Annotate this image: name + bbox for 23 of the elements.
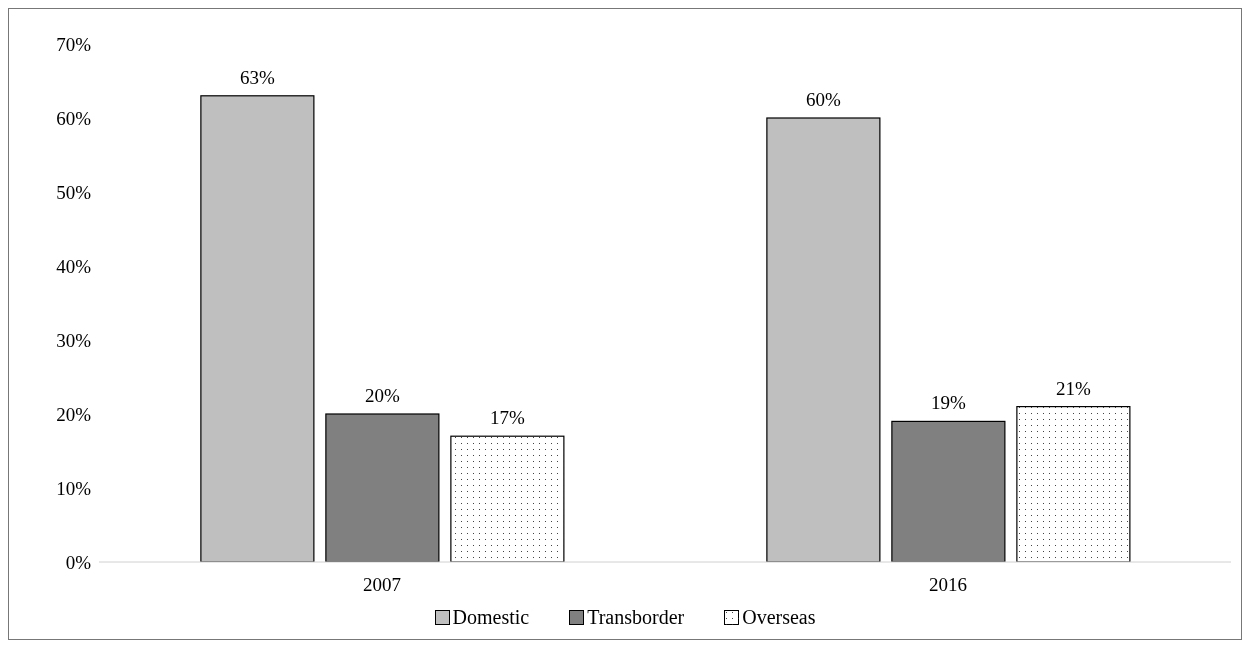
y-tick-label: 30% [56, 329, 92, 351]
data-label: 19% [930, 392, 966, 414]
y-tick-label: 10% [56, 477, 92, 499]
data-label: 20% [364, 385, 400, 406]
data-label: 60% [805, 89, 841, 110]
legend-label: Transborder [587, 606, 685, 629]
bar [325, 413, 440, 562]
y-tick-label: 50% [56, 181, 92, 203]
legend-label: Overseas [742, 606, 816, 629]
y-tick-label: 70% [56, 33, 92, 55]
data-label: 17% [489, 407, 525, 429]
legend-label: Domestic [452, 606, 530, 629]
bar [891, 420, 1006, 562]
data-label: 21% [1055, 377, 1091, 399]
data-label: 63% [239, 66, 275, 88]
bar [200, 95, 315, 562]
y-tick-label: 60% [56, 107, 92, 129]
x-tick-label: 2016 [929, 574, 967, 596]
bar [766, 117, 881, 562]
y-tick-label: 40% [56, 255, 92, 277]
y-tick-label: 0% [65, 551, 92, 573]
y-tick-label: 20% [56, 403, 92, 425]
x-tick-label: 2007 [363, 574, 401, 596]
